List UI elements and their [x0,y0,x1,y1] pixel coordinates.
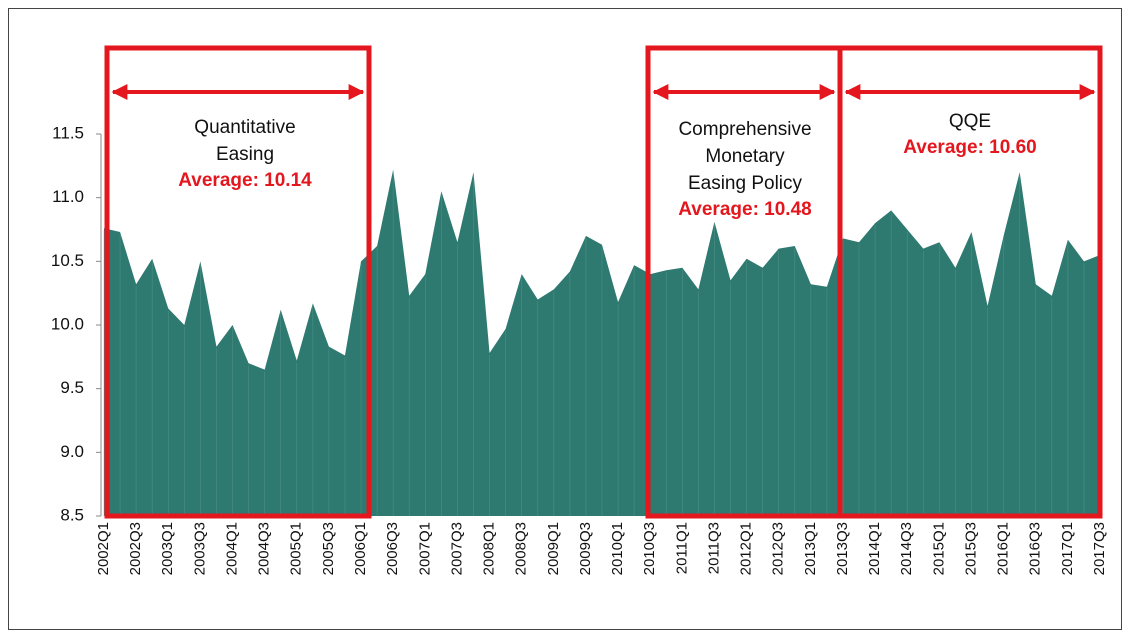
x-tick-label: 2005Q1 [288,522,305,575]
x-tick-label: 2009Q3 [577,522,594,575]
annotation-box [104,45,372,519]
annotation-average: Average: 10.48 [678,199,811,220]
annotation-box [837,45,1103,519]
y-tick-label: 11.5 [52,123,84,142]
y-tick-label: 9.0 [60,442,84,461]
x-tick-label: 2010Q3 [641,522,658,575]
annotation-text: Easing [216,144,274,165]
x-tick-label: 2012Q1 [738,522,755,575]
x-tick-label: 2017Q1 [1059,522,1076,575]
y-tick-label: 8.5 [60,505,84,524]
x-tick-label: 2004Q3 [256,522,273,575]
y-tick-label: 11.0 [52,187,84,206]
x-tick-label: 2002Q1 [95,522,112,575]
x-tick-label: 2015Q3 [962,522,979,575]
x-tick-label: 2005Q3 [320,522,337,575]
y-tick-label: 10.5 [51,251,84,270]
x-tick-label: 2009Q1 [545,522,562,575]
x-tick-label: 2006Q1 [352,522,369,575]
x-tick-label: 2008Q3 [513,522,530,575]
x-tick-label: 2011Q1 [673,522,690,574]
x-tick-label: 2016Q1 [995,522,1012,575]
y-tick-label: 10.0 [51,314,84,333]
x-tick-label: 2011Q3 [705,522,722,574]
x-tick-label: 2014Q1 [866,522,883,575]
annotation-text: QQE [949,111,991,132]
x-tick-label: 2007Q3 [448,522,465,575]
x-tick-label: 2003Q3 [191,522,208,575]
annotation-text: Quantitative [194,117,295,138]
x-tick-label: 2015Q1 [930,522,947,575]
x-tick-label: 2002Q3 [127,522,144,575]
annotation-text: Monetary [705,146,785,167]
x-tick-label: 2016Q3 [1027,522,1044,575]
x-tick-label: 2014Q3 [898,522,915,575]
x-tick-label: 2003Q1 [159,522,176,575]
x-tick-label: 2006Q3 [384,522,401,575]
x-tick-label: 2013Q1 [802,522,819,575]
x-tick-label: 2017Q3 [1091,522,1108,575]
x-tick-label: 2008Q1 [481,522,498,575]
annotation-text: Easing Policy [688,173,803,194]
annotation-average: Average: 10.60 [903,137,1036,158]
frame [8,8,1122,630]
annotation-average: Average: 10.14 [178,170,312,191]
x-tick-label: 2004Q1 [223,522,240,575]
x-tick-label: 2010Q1 [609,522,626,575]
x-tick-label: 2013Q3 [834,522,851,575]
annotation-text: Comprehensive [678,119,811,140]
x-tick-label: 2007Q1 [416,522,433,575]
x-tick-label: 2012Q3 [770,522,787,575]
y-tick-label: 9.5 [60,378,84,397]
